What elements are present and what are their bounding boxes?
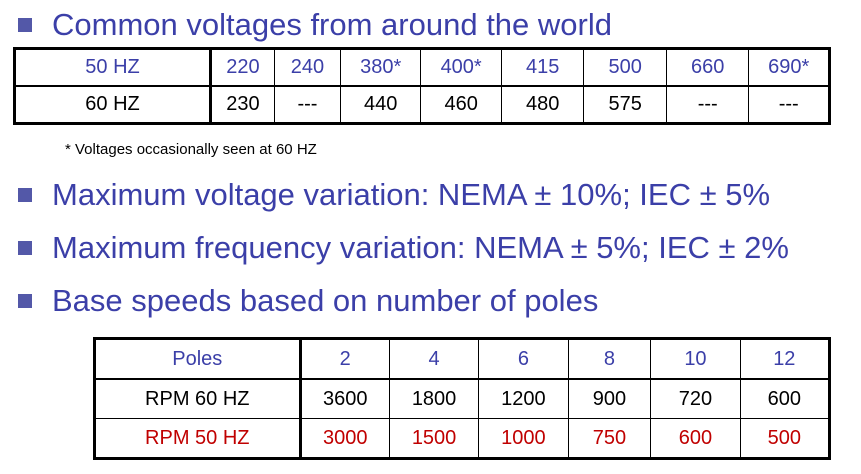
bullet-square-icon	[18, 293, 32, 308]
table-cell: ---	[665, 86, 749, 124]
table-cell: RPM 60 HZ	[94, 379, 302, 419]
table-cell: RPM 50 HZ	[94, 418, 302, 459]
table-cell: 1000	[478, 418, 569, 459]
table-cell: 12	[739, 338, 830, 380]
voltage-row-60hz: 60 HZ 230 --- 440 460 480 575 --- ---	[14, 86, 830, 124]
table-cell: ---	[273, 86, 341, 124]
bullet-common-voltages: Common voltages from around the world	[0, 9, 612, 40]
table-cell: 600	[739, 379, 830, 419]
table-cell: Poles	[94, 338, 302, 380]
table-cell: 380*	[339, 48, 421, 87]
bullet-frequency-variation: Maximum frequency variation: NEMA ± 5%; …	[0, 232, 789, 263]
speed-row-50hz: RPM 50 HZ 3000 1500 1000 750 600 500	[94, 418, 830, 459]
table-cell: 400*	[420, 48, 502, 87]
table-cell: ---	[748, 86, 830, 124]
voltage-table: 50 HZ 220 240 380* 400* 415 500 660 690*…	[13, 47, 831, 125]
bullet-square-icon	[18, 187, 32, 202]
table-cell: 2	[299, 338, 390, 380]
table-cell: 220	[210, 48, 275, 87]
table-cell: 500	[583, 48, 667, 87]
table-cell: 900	[567, 379, 651, 419]
footnote: * Voltages occasionally seen at 60 HZ	[65, 141, 317, 158]
speed-row-60hz: RPM 60 HZ 3600 1800 1200 900 720 600	[94, 379, 830, 419]
table-cell: 1200	[478, 379, 569, 419]
table-cell: 460	[420, 86, 502, 124]
bullet-text: Common voltages from around the world	[52, 7, 612, 42]
bullet-base-speeds: Base speeds based on number of poles	[0, 285, 598, 316]
table-cell: 575	[583, 86, 667, 124]
voltage-row-50hz: 50 HZ 220 240 380* 400* 415 500 660 690*	[14, 48, 830, 87]
bullet-text: Maximum voltage variation: NEMA ± 10%; I…	[52, 177, 771, 212]
bullet-text: Base speeds based on number of poles	[52, 283, 599, 318]
table-cell: 3600	[299, 379, 390, 419]
table-cell: 1800	[388, 379, 479, 419]
table-cell: 750	[567, 418, 651, 459]
table-cell: 3000	[299, 418, 390, 459]
bullet-voltage-variation: Maximum voltage variation: NEMA ± 10%; I…	[0, 179, 770, 210]
table-cell: 480	[500, 86, 584, 124]
bullet-square-icon	[18, 17, 32, 32]
table-cell: 10	[650, 338, 741, 380]
speed-header-row: Poles 2 4 6 8 10 12	[94, 338, 830, 380]
speed-table: Poles 2 4 6 8 10 12 RPM 60 HZ 3600 1800 …	[93, 337, 831, 460]
table-cell: 500	[739, 418, 830, 459]
table-cell: 4	[388, 338, 479, 380]
table-cell: 60 HZ	[14, 86, 212, 124]
bullet-square-icon	[18, 240, 32, 255]
table-cell: 1500	[388, 418, 479, 459]
table-cell: 8	[567, 338, 651, 380]
table-cell: 690*	[748, 48, 830, 87]
table-cell: 240	[273, 48, 341, 87]
table-cell: 440	[339, 86, 421, 124]
bullet-text: Maximum frequency variation: NEMA ± 5%; …	[52, 230, 789, 265]
table-cell: 415	[500, 48, 584, 87]
table-cell: 720	[650, 379, 741, 419]
table-cell: 600	[650, 418, 741, 459]
table-cell: 230	[210, 86, 275, 124]
table-cell: 660	[665, 48, 749, 87]
table-cell: 50 HZ	[14, 48, 212, 87]
table-cell: 6	[478, 338, 569, 380]
